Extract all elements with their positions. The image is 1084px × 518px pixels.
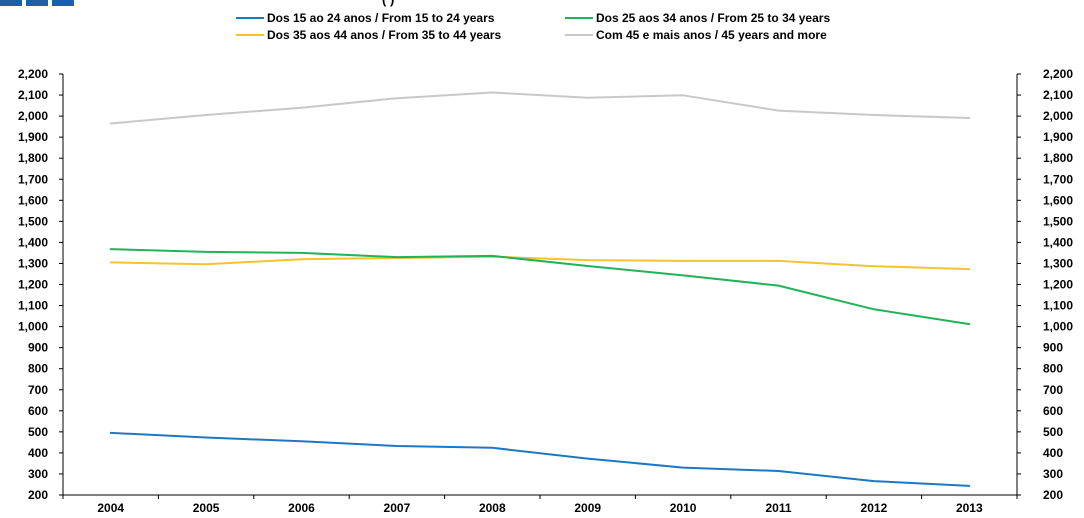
- y-tick-label-right: 500: [1043, 425, 1063, 439]
- y-tick-label-left: 700: [28, 383, 48, 397]
- series-line-4: [109, 91, 971, 125]
- y-tick-label-right: 200: [1043, 488, 1063, 502]
- legend-label: Dos 25 aos 34 anos / From 25 to 34 years: [596, 11, 830, 25]
- y-tick-label-right: 2,000: [1043, 109, 1073, 123]
- x-tick-label: 2013: [956, 501, 983, 515]
- x-tick-label: 2006: [288, 501, 315, 515]
- axes: 2,200 2,200 2,100 2,100 2,000 2,000 1,900 1,900…: [18, 67, 1073, 515]
- logo-icon: [0, 0, 74, 6]
- x-tick-label: 2004: [97, 501, 124, 515]
- y-tick-label-right: 1,200: [1043, 278, 1073, 292]
- y-tick-label-left: 1,800: [18, 151, 48, 165]
- y-tick-label-left: 1,700: [18, 172, 48, 186]
- series-line-3: [109, 255, 971, 271]
- chart-title-fragment: ( ): [382, 0, 394, 7]
- y-tick-label-right: 1,100: [1043, 299, 1073, 313]
- y-tick-label-left: 1,500: [18, 214, 48, 228]
- series-line-1: [109, 431, 971, 487]
- y-tick-label-right: 1,600: [1043, 193, 1073, 207]
- legend-label: Dos 15 ao 24 anos / From 15 to 24 years: [267, 11, 495, 25]
- y-tick-label-left: 1,000: [18, 320, 48, 334]
- y-tick-label-left: 400: [28, 446, 48, 460]
- y-tick-label-left: 600: [28, 404, 48, 418]
- y-tick-label-left: 1,400: [18, 235, 48, 249]
- y-tick-label-right: 1,400: [1043, 235, 1073, 249]
- y-tick-label-left: 1,300: [18, 256, 48, 270]
- legend: Dos 15 ao 24 anos / From 15 to 24 years D…: [236, 11, 830, 42]
- y-tick-label-right: 700: [1043, 383, 1063, 397]
- y-tick-label-right: 1,300: [1043, 256, 1073, 270]
- y-tick-label-left: 500: [28, 425, 48, 439]
- y-tick-label-right: 2,100: [1043, 88, 1073, 102]
- y-tick-label-right: 400: [1043, 446, 1063, 460]
- y-tick-label-right: 1,800: [1043, 151, 1073, 165]
- y-tick-label-left: 2,200: [18, 67, 48, 81]
- x-tick-label: 2010: [670, 501, 697, 515]
- y-tick-label-right: 300: [1043, 467, 1063, 481]
- y-tick-label-left: 1,100: [18, 299, 48, 313]
- y-tick-label-left: 1,200: [18, 278, 48, 292]
- x-tick-label: 2012: [861, 501, 888, 515]
- x-tick-label: 2007: [384, 501, 411, 515]
- series-line-2: [109, 248, 971, 326]
- y-tick-label-left: 200: [28, 488, 48, 502]
- y-tick-label-right: 2,200: [1043, 67, 1073, 81]
- y-tick-label-right: 800: [1043, 362, 1063, 376]
- y-tick-label-left: 800: [28, 362, 48, 376]
- y-tick-label-left: 2,000: [18, 109, 48, 123]
- x-tick-label: 2009: [574, 501, 601, 515]
- y-tick-label-right: 1,000: [1043, 320, 1073, 334]
- y-tick-label-left: 300: [28, 467, 48, 481]
- x-tick-label: 2008: [479, 501, 506, 515]
- series-layer: [109, 91, 971, 487]
- y-tick-label-right: 900: [1043, 341, 1063, 355]
- y-tick-label-left: 2,100: [18, 88, 48, 102]
- y-tick-label-right: 1,900: [1043, 130, 1073, 144]
- y-tick-label-right: 1,500: [1043, 214, 1073, 228]
- x-tick-label: 2011: [765, 501, 791, 515]
- y-tick-label-right: 1,700: [1043, 172, 1073, 186]
- x-tick-label: 2005: [193, 501, 220, 515]
- y-tick-label-left: 1,900: [18, 130, 48, 144]
- y-tick-label-right: 600: [1043, 404, 1063, 418]
- y-tick-label-left: 1,600: [18, 193, 48, 207]
- y-tick-label-left: 900: [28, 341, 48, 355]
- legend-label: Com 45 e mais anos / 45 years and more: [596, 28, 827, 42]
- legend-label: Dos 35 aos 44 anos / From 35 to 44 years: [267, 28, 501, 42]
